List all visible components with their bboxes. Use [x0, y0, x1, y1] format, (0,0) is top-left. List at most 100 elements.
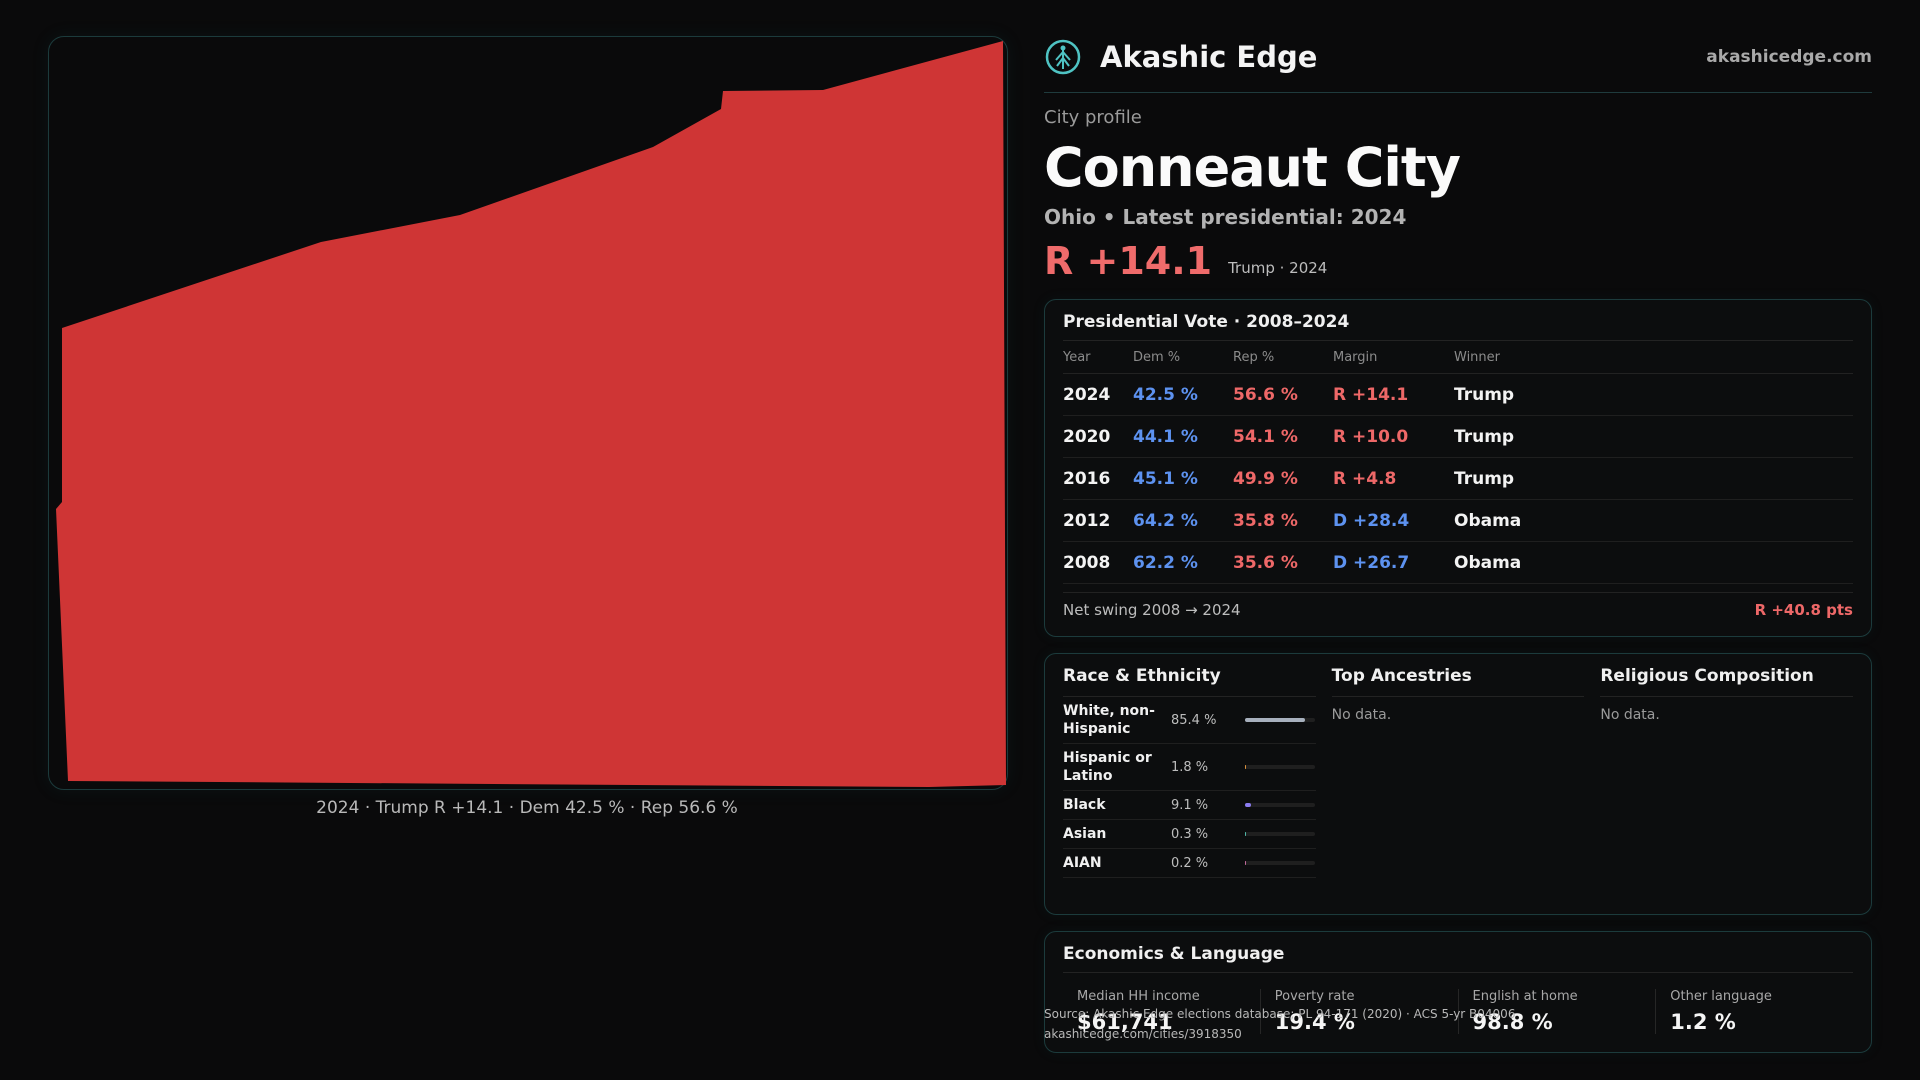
- cell-rep: 49.9 %: [1233, 468, 1298, 489]
- city-boundary-map: [56, 41, 1006, 787]
- race-pct: 1.8 %: [1171, 759, 1209, 775]
- cell-margin: R +14.1: [1333, 384, 1409, 405]
- tree-circle-icon: [1044, 38, 1082, 76]
- economics-card: Economics & Language Median HH income $6…: [1044, 931, 1872, 1053]
- race-row: Hispanic or Latino 1.8 %: [1063, 744, 1316, 791]
- cell-margin: R +10.0: [1333, 426, 1409, 447]
- economics-title: Economics & Language: [1063, 944, 1853, 973]
- econ-label: Other language: [1670, 989, 1772, 1004]
- header-margin: Margin: [1333, 349, 1378, 365]
- econ-label: English at home: [1472, 989, 1578, 1004]
- religion-section: Religious Composition No data.: [1600, 666, 1854, 900]
- vote-table-title: Presidential Vote · 2008–2024: [1063, 312, 1853, 341]
- table-row[interactable]: 2016 45.1 % 49.9 % R +4.8 Trump: [1063, 458, 1853, 500]
- brand-header: Akashic Edge akashicedge.com: [1044, 36, 1872, 93]
- source-url-link[interactable]: akashicedge.com/cities/3918350: [1044, 1027, 1242, 1041]
- cell-dem: 45.1 %: [1133, 468, 1198, 489]
- econ-cell: English at home 98.8 %: [1457, 989, 1656, 1034]
- race-row: White, non-Hispanic 85.4 %: [1063, 697, 1316, 744]
- econ-cell: Median HH income $61,741: [1063, 989, 1260, 1034]
- net-swing-row: Net swing 2008 → 2024 R +40.8 pts: [1063, 592, 1853, 619]
- source-text: Source: Akashic Edge elections database;…: [1044, 1007, 1516, 1021]
- latest-margin-value: R +14.1: [1044, 239, 1213, 283]
- ancestries-empty: No data.: [1331, 707, 1392, 723]
- race-pct: 85.4 %: [1171, 712, 1217, 728]
- cell-winner: Trump: [1454, 384, 1515, 405]
- header-winner: Winner: [1454, 349, 1501, 365]
- cell-year: 2016: [1063, 468, 1111, 489]
- cell-winner: Trump: [1454, 426, 1515, 447]
- race-bar-fill: [1245, 861, 1247, 865]
- econ-label: Median HH income: [1077, 989, 1200, 1004]
- cell-winner: Trump: [1454, 468, 1515, 489]
- race-pct: 0.3 %: [1171, 826, 1209, 842]
- page-title: Conneaut City: [1044, 136, 1461, 199]
- header-rep: Rep %: [1233, 349, 1275, 365]
- cell-margin: R +4.8: [1333, 468, 1397, 489]
- race-label: Asian: [1063, 826, 1107, 842]
- econ-cell: Poverty rate 19.4 %: [1259, 989, 1458, 1034]
- header-dem: Dem %: [1133, 349, 1181, 365]
- race-label: Black: [1063, 797, 1106, 813]
- cell-rep: 35.6 %: [1233, 552, 1298, 573]
- race-pct: 0.2 %: [1171, 855, 1209, 871]
- source-footer: Source: Akashic Edge elections database;…: [1044, 1004, 1515, 1044]
- cell-margin: D +26.7: [1333, 552, 1410, 573]
- economics-grid: Median HH income $61,741 Poverty rate 19…: [1063, 989, 1853, 1034]
- race-row: AIAN 0.2 %: [1063, 849, 1316, 878]
- econ-value: 98.8 %: [1472, 1010, 1553, 1034]
- cell-rep: 35.8 %: [1233, 510, 1298, 531]
- net-swing-label: Net swing 2008 → 2024: [1063, 601, 1241, 619]
- presidential-vote-card: Presidential Vote · 2008–2024 Year Dem %…: [1044, 299, 1872, 637]
- table-row[interactable]: 2012 64.2 % 35.8 % D +28.4 Obama: [1063, 500, 1853, 542]
- map-caption: 2024 · Trump R +14.1 · Dem 42.5 % · Rep …: [316, 798, 738, 818]
- city-boundary-shape[interactable]: [56, 41, 1006, 787]
- race-row: Asian 0.3 %: [1063, 820, 1316, 849]
- cell-winner: Obama: [1454, 510, 1522, 531]
- econ-cell: Other language 1.2 %: [1655, 989, 1853, 1034]
- race-ethnicity-section: Race & Ethnicity White, non-Hispanic 85.…: [1063, 666, 1316, 900]
- brand-name: Akashic Edge: [1100, 40, 1318, 74]
- cell-dem: 62.2 %: [1133, 552, 1198, 573]
- race-bar-fill: [1245, 832, 1247, 836]
- ancestries-section: Top Ancestries No data.: [1331, 666, 1585, 900]
- cell-year: 2008: [1063, 552, 1111, 573]
- race-bar-fill: [1245, 803, 1252, 807]
- vote-table-header: Year Dem % Rep % Margin Winner: [1063, 341, 1853, 374]
- econ-value: 1.2 %: [1670, 1010, 1736, 1034]
- profile-panel: Akashic Edge akashicedge.com City profil…: [1044, 36, 1872, 1053]
- table-row[interactable]: 2008 62.2 % 35.6 % D +26.7 Obama: [1063, 542, 1853, 584]
- race-bar: [1245, 765, 1315, 769]
- cell-year: 2024: [1063, 384, 1111, 405]
- race-label: AIAN: [1063, 855, 1102, 871]
- race-bar-fill: [1245, 718, 1305, 722]
- cell-year: 2020: [1063, 426, 1111, 447]
- table-row[interactable]: 2020 44.1 % 54.1 % R +10.0 Trump: [1063, 416, 1853, 458]
- net-swing-value: R +40.8 pts: [1754, 601, 1853, 619]
- cell-winner: Obama: [1454, 552, 1522, 573]
- race-bar-fill: [1245, 765, 1247, 769]
- religion-title: Religious Composition: [1600, 666, 1854, 697]
- ancestries-title: Top Ancestries: [1331, 666, 1585, 697]
- race-bar: [1245, 832, 1315, 836]
- latest-margin: R +14.1 Trump · 2024: [1044, 239, 1872, 283]
- city-map[interactable]: [48, 36, 1008, 790]
- brand-url-link[interactable]: akashicedge.com: [1706, 47, 1872, 67]
- cell-margin: D +28.4: [1333, 510, 1410, 531]
- table-row[interactable]: 2024 42.5 % 56.6 % R +14.1 Trump: [1063, 374, 1853, 416]
- city-subline: Ohio • Latest presidential: 2024: [1044, 205, 1407, 229]
- econ-label: Poverty rate: [1274, 989, 1355, 1004]
- race-label: Hispanic or Latino: [1063, 750, 1152, 784]
- race-bar: [1245, 861, 1315, 865]
- race-pct: 9.1 %: [1171, 797, 1209, 813]
- cell-rep: 54.1 %: [1233, 426, 1298, 447]
- race-title: Race & Ethnicity: [1063, 666, 1316, 697]
- cell-year: 2012: [1063, 510, 1111, 531]
- page-kicker: City profile: [1044, 107, 1142, 128]
- cell-dem: 44.1 %: [1133, 426, 1198, 447]
- cell-dem: 64.2 %: [1133, 510, 1198, 531]
- econ-value: 19.4 %: [1274, 1010, 1355, 1034]
- race-bar: [1245, 718, 1315, 722]
- header-year: Year: [1063, 349, 1091, 365]
- religion-empty: No data.: [1600, 707, 1660, 723]
